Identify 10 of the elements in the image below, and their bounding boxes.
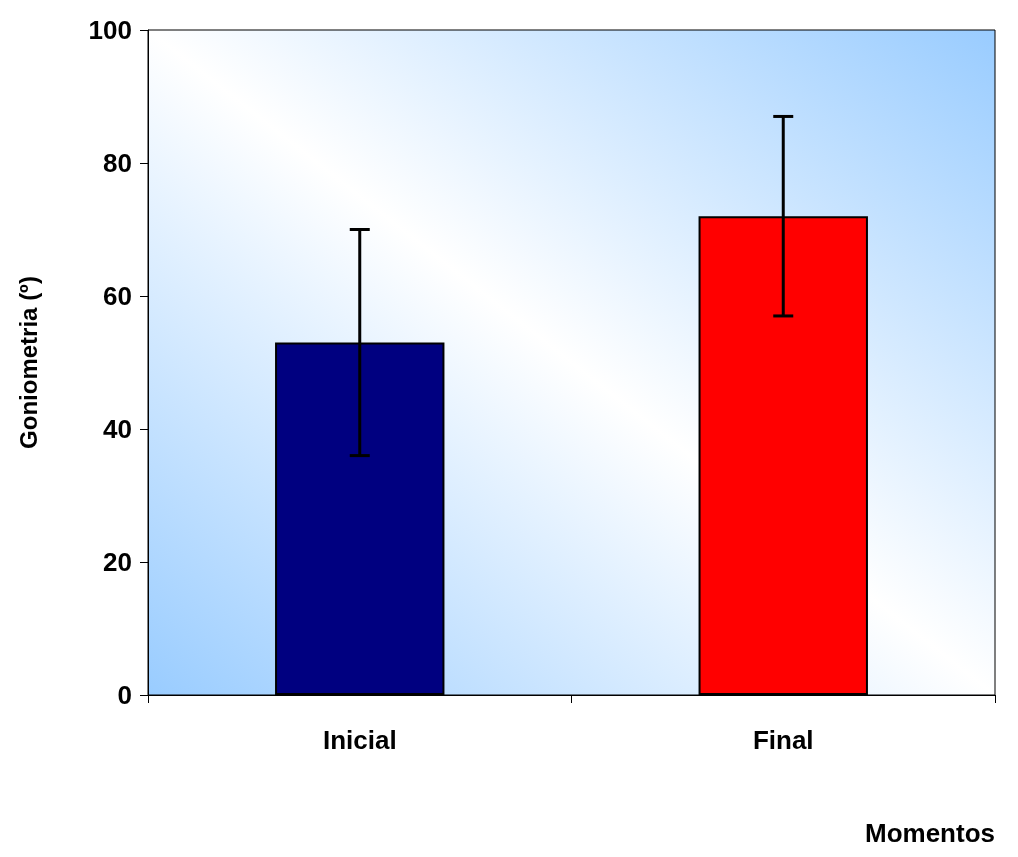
- y-axis-title: Goniometria (º): [14, 276, 42, 449]
- y-tick-label: 80: [103, 148, 132, 178]
- x-tick-label: Final: [752, 725, 814, 755]
- y-tick-label: 20: [103, 547, 132, 577]
- x-axis-title: Momentos: [865, 818, 995, 848]
- y-tick-label: 40: [103, 414, 132, 444]
- y-tick-label: 0: [117, 680, 132, 710]
- y-tick-label: 100: [88, 15, 132, 45]
- x-tick-label: Inicial: [322, 725, 397, 755]
- y-tick-label: 60: [103, 281, 132, 311]
